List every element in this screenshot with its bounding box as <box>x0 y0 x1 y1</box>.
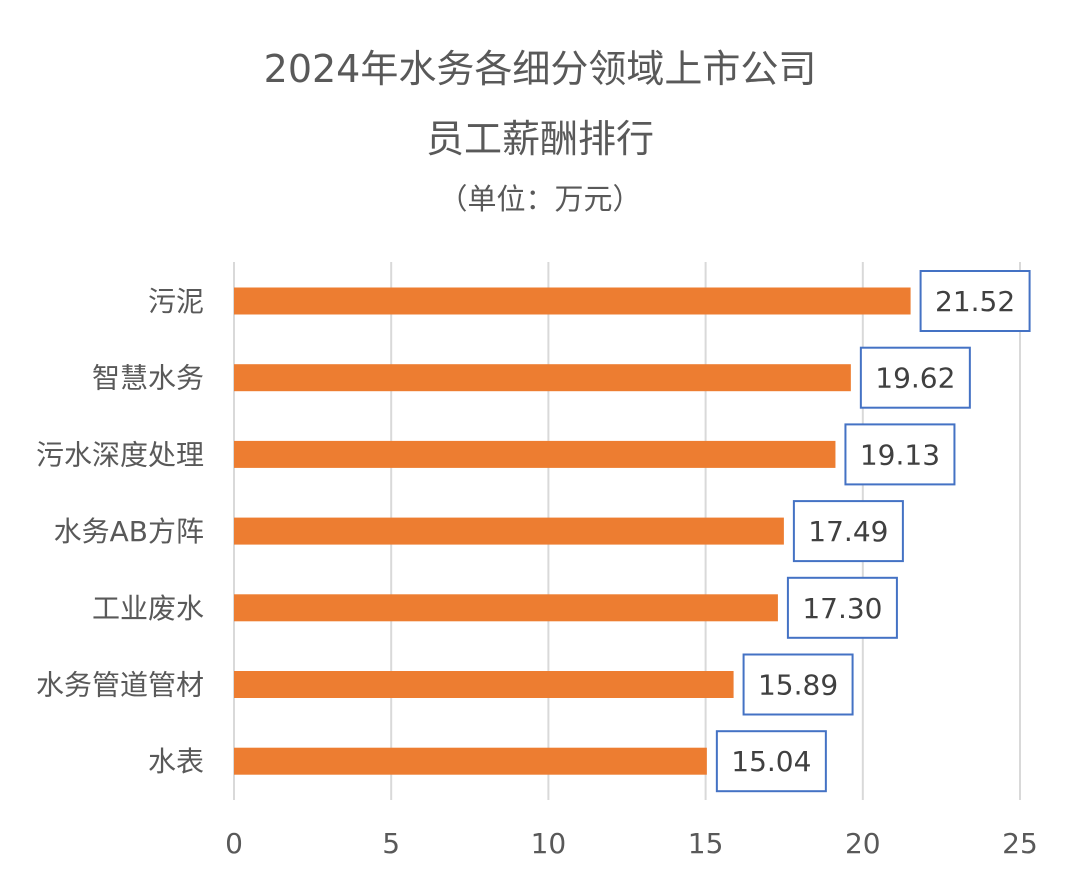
bar <box>234 364 851 392</box>
data-labels: 21.52 19.62 19.13 17.49 17.30 15.89 15.04 <box>715 270 1031 793</box>
data-label-box <box>715 730 827 793</box>
bar <box>234 671 734 698</box>
data-label-box <box>792 500 904 563</box>
bar <box>234 594 778 622</box>
bars <box>234 287 911 775</box>
bar <box>234 747 707 775</box>
data-label: 15.89 <box>758 669 838 702</box>
chart-title: 2024年水务各细分领域上市公司 <box>263 47 817 91</box>
bar <box>234 440 836 468</box>
data-label-box <box>919 270 1031 332</box>
bar <box>234 517 784 545</box>
data-label-box <box>786 576 898 639</box>
x-tick-label: 25 <box>1002 827 1038 860</box>
chart-subtitle: （单位：万元） <box>438 182 642 216</box>
data-label: 15.04 <box>731 745 811 778</box>
x-tick-label: 10 <box>531 827 567 860</box>
category-label: 水务AB方阵 <box>54 515 204 548</box>
category-label: 水表 <box>148 745 204 778</box>
x-tick-label: 20 <box>845 827 881 860</box>
x-tick-label: 5 <box>382 827 400 860</box>
data-label-box <box>844 423 956 486</box>
data-label-box <box>859 346 971 409</box>
category-label: 水务管道管材 <box>36 669 204 702</box>
data-label: 21.52 <box>935 285 1015 318</box>
x-tick-label: 15 <box>688 827 724 860</box>
data-label: 19.62 <box>875 362 955 395</box>
category-label: 工业废水 <box>92 592 204 625</box>
category-label: 污泥 <box>148 285 204 318</box>
data-label: 17.49 <box>808 515 888 548</box>
data-label-box <box>742 653 854 716</box>
x-tick-label: 0 <box>225 827 243 860</box>
category-label: 智慧水务 <box>92 362 204 395</box>
data-label: 19.13 <box>860 438 940 471</box>
chart-title-line-2: 员工薪酬排行 <box>425 117 654 161</box>
category-label: 污水深度处理 <box>36 438 204 471</box>
value-axis: 0 5 10 15 20 25 <box>225 827 1038 860</box>
bar <box>234 287 911 315</box>
data-label: 17.30 <box>802 592 882 625</box>
